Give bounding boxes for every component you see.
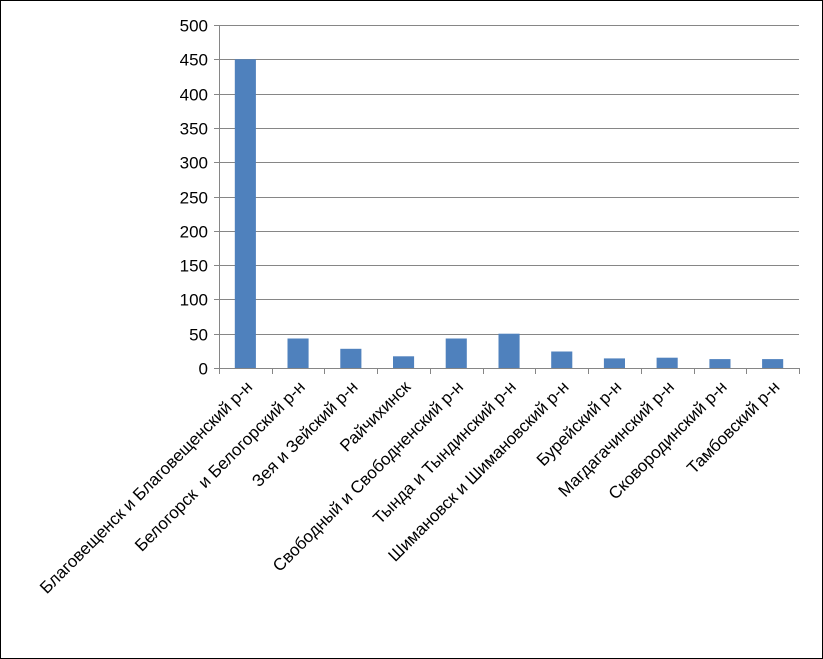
bar — [393, 356, 415, 368]
y-tick-label: 300 — [180, 154, 208, 173]
y-tick-label: 350 — [180, 120, 208, 139]
y-tick-label: 250 — [180, 189, 208, 208]
y-tick-label: 450 — [180, 51, 208, 70]
bars — [234, 59, 784, 369]
axes — [214, 25, 800, 374]
bar — [551, 351, 573, 368]
x-category-label: Свободный и Свободненский р-н — [269, 377, 467, 575]
bar — [603, 358, 625, 368]
x-category-label: Тамбовский р-н — [683, 377, 783, 477]
x-category-label: Благовещенск и Благовещенский р-н — [36, 377, 256, 597]
y-tick-label: 100 — [180, 291, 208, 310]
bar — [287, 338, 309, 368]
bar — [498, 333, 520, 368]
y-tick-label: 400 — [180, 86, 208, 105]
gridlines — [219, 25, 799, 335]
x-axis-category-labels: Благовещенск и Благовещенский р-нБелогор… — [36, 377, 783, 597]
y-tick-label: 150 — [180, 257, 208, 276]
bar — [234, 59, 256, 369]
y-axis-tick-labels: 0 50 100 150 200 250 300 350 400 450 500 — [180, 17, 208, 379]
y-tick-label: 200 — [180, 223, 208, 242]
bar — [656, 357, 678, 368]
bar — [709, 359, 731, 368]
y-tick-label: 0 — [199, 360, 208, 379]
bar — [445, 338, 467, 368]
y-tick-label: 500 — [180, 17, 208, 36]
bar — [340, 348, 362, 368]
bar — [762, 359, 784, 368]
y-tick-label: 50 — [189, 326, 208, 345]
